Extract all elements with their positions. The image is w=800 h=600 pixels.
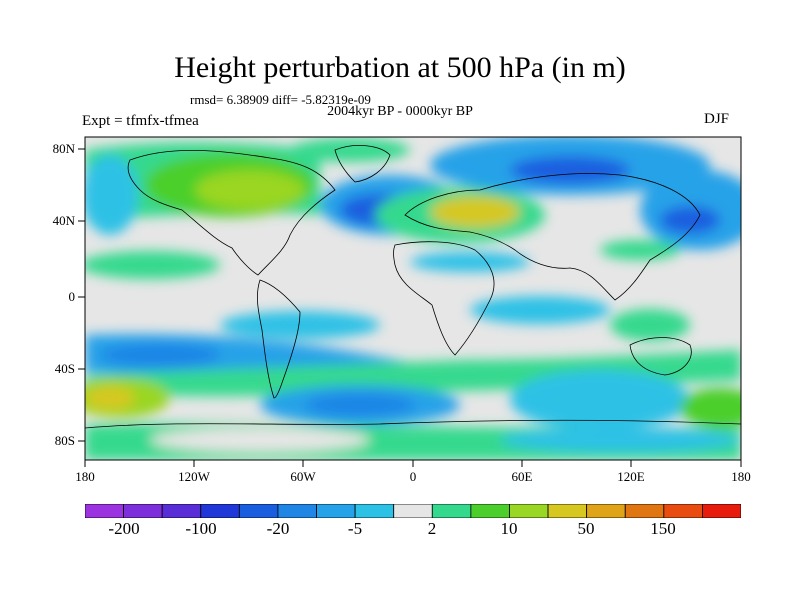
experiment-label: Expt = tfmfx-tfmea [82, 113, 199, 129]
x-label-0: 0 [409, 469, 417, 484]
y-label-80s: 80S [54, 433, 75, 448]
colorbar-box [586, 504, 626, 518]
season-label: DJF [704, 111, 730, 127]
y-label-80n: 80N [52, 141, 75, 156]
field-patch-north-africa [410, 252, 530, 272]
coast-south-america [256, 279, 301, 399]
field-patch-np-max [660, 206, 720, 234]
colorbar-label-minus20: -20 [266, 519, 290, 538]
colorbar-box [702, 504, 741, 518]
field-patch-se-pos [680, 388, 741, 428]
colorbar-box [393, 504, 433, 518]
colorbar-label-150: 150 [650, 519, 676, 538]
field-patch-west-pacific-neg [85, 155, 138, 235]
y-label-0: 0 [68, 289, 76, 304]
colorbar-box [123, 504, 163, 518]
colorbar-box [238, 504, 279, 518]
field-patch-europe-max [430, 196, 520, 228]
colorbar-label-minus100: -100 [185, 519, 217, 538]
colorbar-box [509, 504, 549, 518]
colorbar-label-2: 2 [427, 519, 437, 538]
colorbar-box [277, 504, 317, 518]
coastlines [85, 145, 741, 429]
plot-title: Height perturbation at 500 hPa (in m) [174, 51, 626, 84]
coast-australia [629, 337, 692, 376]
coast-antarctica [85, 419, 741, 429]
coast-greenland [334, 145, 391, 183]
x-label-180-west: 180 [75, 469, 95, 484]
colorbar-label-10: 10 [500, 519, 518, 538]
field-patch-antarctic-neg [500, 428, 740, 452]
y-ticks [78, 148, 85, 442]
x-label-120w: 120W [178, 469, 210, 484]
colorbar-box [470, 504, 510, 518]
field-patch-east-asia [600, 240, 680, 260]
colorbar-label-50: 50 [577, 519, 595, 538]
field-patch-so-east [510, 370, 690, 430]
field-patch-so-strong [305, 393, 415, 417]
field-patch-sp-strong [100, 343, 220, 367]
coast-eurasia [404, 173, 701, 301]
coast-africa [393, 241, 495, 356]
colorbar-box [663, 504, 703, 518]
colorbar-box [316, 504, 356, 518]
colorbar-box [354, 504, 395, 518]
field-patch-maritime [610, 309, 690, 341]
x-label-60e: 60E [511, 469, 533, 484]
y-label-40n: 40N [52, 213, 75, 228]
x-label-180-east: 180 [731, 469, 751, 484]
colorbar-label-minus200: -200 [108, 519, 140, 538]
field-patch-na-max [195, 170, 305, 210]
field-patch-siberia-max [510, 156, 630, 184]
field-patch-indian [470, 296, 610, 324]
x-label-120e: 120E [617, 469, 645, 484]
field-patch-antarctic-neutral [150, 428, 370, 452]
y-label-40s: 40S [54, 361, 75, 376]
colorbar-box [200, 504, 240, 518]
coast-north-america [127, 149, 336, 276]
colorbar-box [624, 504, 665, 518]
colorbar-label-minus5: -5 [347, 519, 363, 538]
x-ticks [84, 460, 742, 467]
colorbar-box [85, 504, 124, 518]
colorbar-box [431, 504, 472, 518]
field-patch-sw-peak [85, 386, 135, 410]
colorbar [85, 504, 741, 518]
colorbar-box [547, 504, 588, 518]
field-patch-pacific-pos [85, 251, 220, 279]
colorbar-box [161, 504, 202, 518]
period-label: 2004kyr BP - 0000kyr BP [327, 104, 473, 119]
x-label-60w: 60W [290, 469, 316, 484]
rmsd-diff-stats: rmsd= 6.38909 diff= -5.82319e-09 [190, 92, 371, 107]
field-patch-greenland [290, 138, 410, 162]
field-layer [85, 137, 741, 460]
